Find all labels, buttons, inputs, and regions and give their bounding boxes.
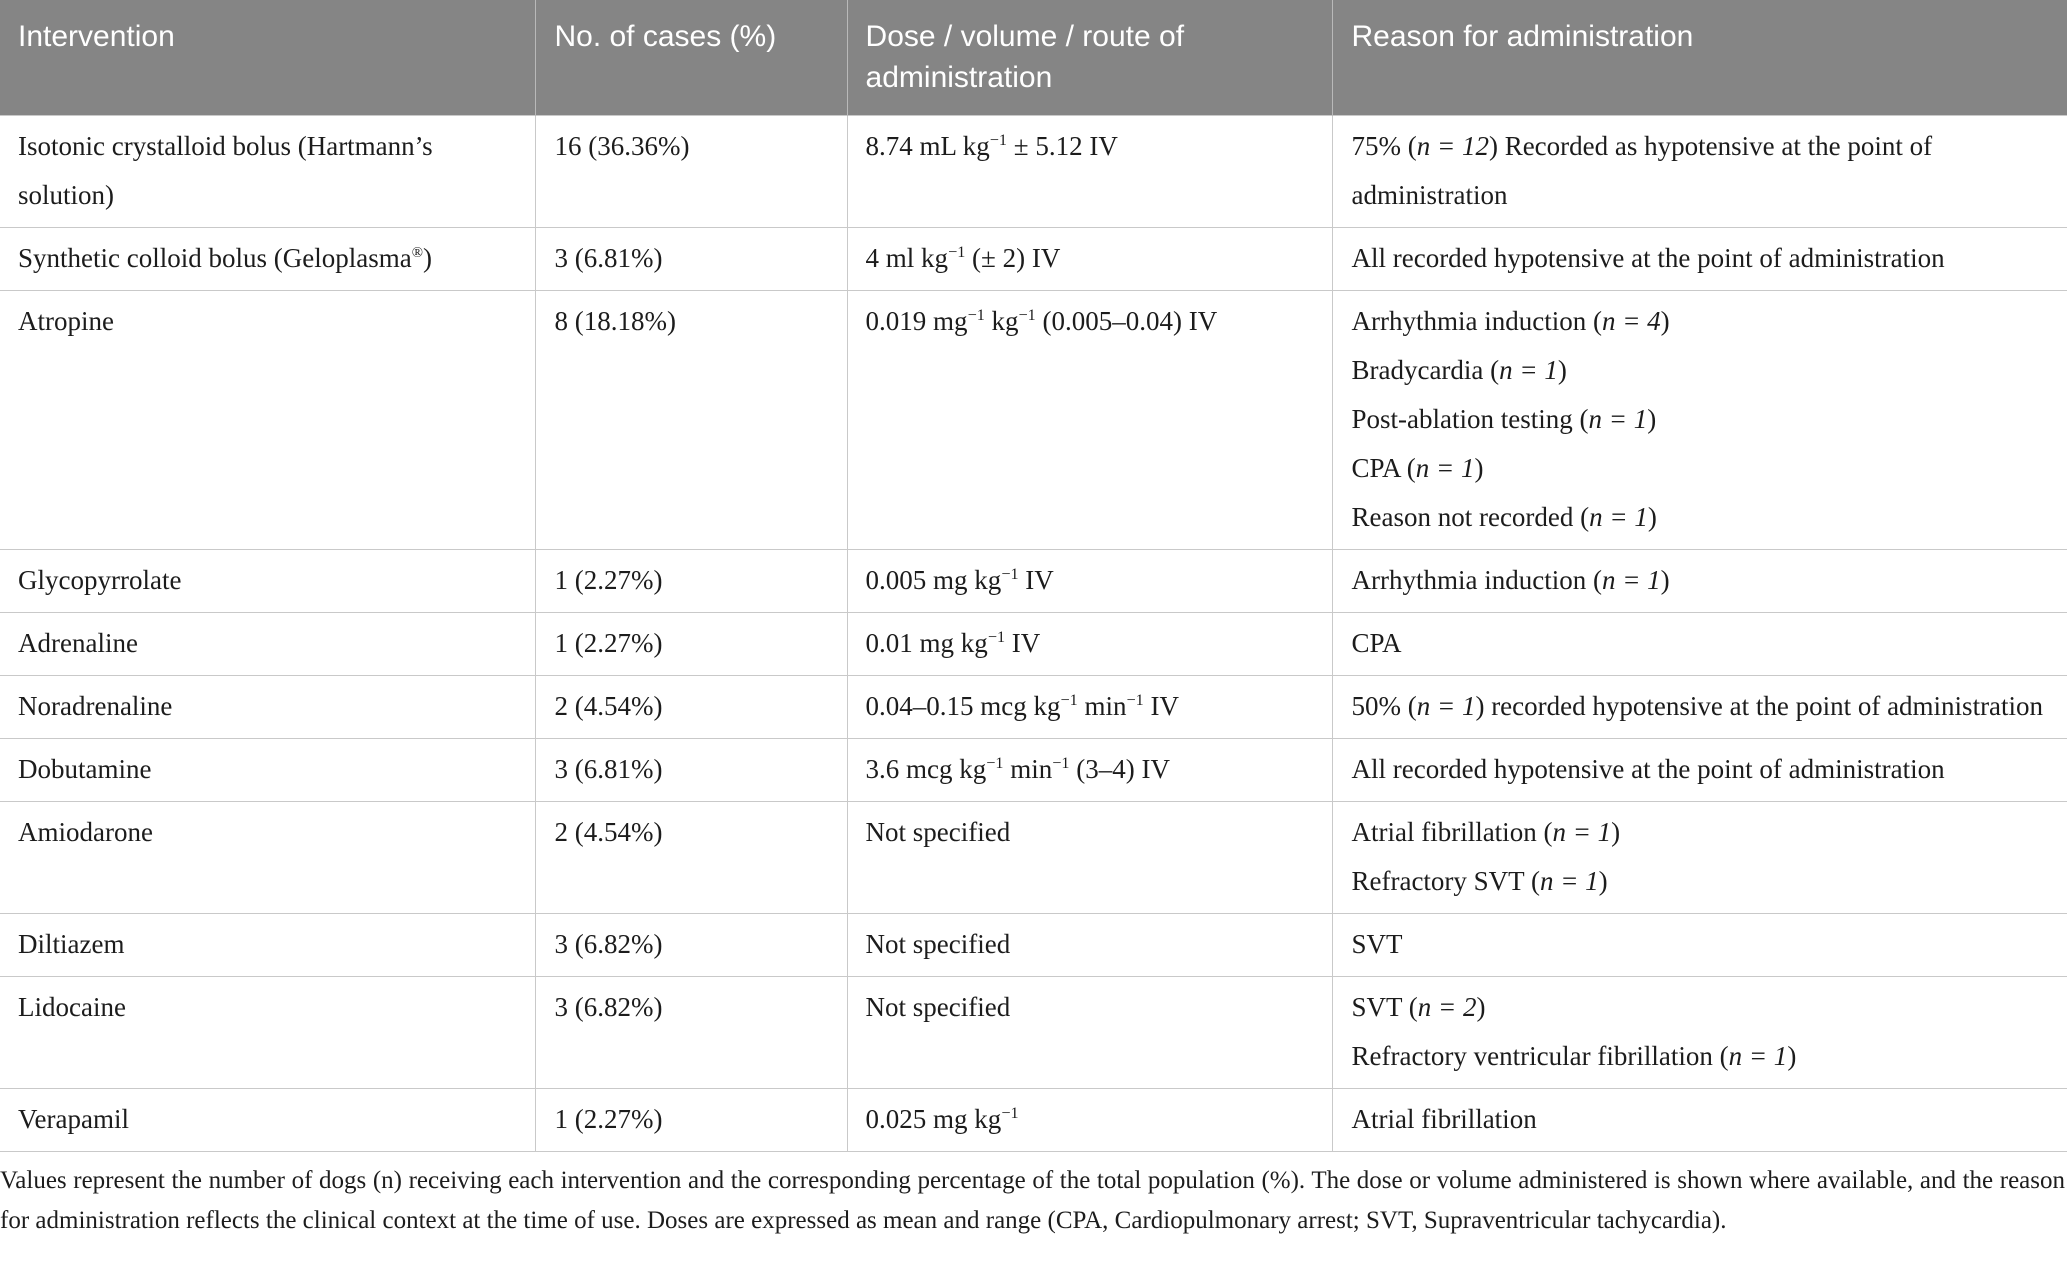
intervention-cell: Atropine xyxy=(0,289,536,549)
table-row: Glycopyrrolate 1 (2.27%) 0.005 mg kg−1 IV A… xyxy=(0,548,2067,612)
header-label: Reason for administration xyxy=(1351,20,1694,53)
table-row: Diltiazem 3 (6.82%) Not specified SVT xyxy=(0,912,2067,976)
intervention-cell: Diltiazem xyxy=(0,912,536,976)
header-row: Intervention No. of cases (%) Dose / vol… xyxy=(0,0,2067,115)
header-label: No. of cases (%) xyxy=(554,20,777,53)
reason-cell: Atrial fibrillation (n = 1) Refractory SV… xyxy=(1332,800,2067,913)
table-row: Noradrenaline 2 (4.54%) 0.04–0.15 mcg kg−1… xyxy=(0,674,2067,738)
dose-cell: 0.019 mg−1 kg−1 (0.005–0.04) IV xyxy=(846,289,1333,549)
table-row: Lidocaine 3 (6.82%) Not specified SVT (n = … xyxy=(0,975,2067,1088)
dose-cell: 4 ml kg−1 (± 2) IV xyxy=(846,226,1333,290)
table-row: Isotonic crystalloid bolus (Hartmann’s s… xyxy=(0,114,2067,227)
cases-cell: 1 (2.27%) xyxy=(535,611,848,675)
cases-cell: 8 (18.18%) xyxy=(535,289,848,549)
header-dose: Dose / volume / route of administration xyxy=(846,0,1333,115)
dose-cell: 0.005 mg kg−1 IV xyxy=(846,548,1333,612)
header-reason: Reason for administration xyxy=(1332,0,2067,115)
reason-cell: 50% (n = 1) recorded hypotensive at the … xyxy=(1332,674,2067,738)
reason-cell: Arrhythmia induction (n = 1) xyxy=(1332,548,2067,612)
table-footnote: Values represent the number of dogs (n) … xyxy=(0,1166,2065,1234)
cases-cell: 3 (6.82%) xyxy=(535,975,848,1088)
dose-cell: 0.025 mg kg−1 xyxy=(846,1087,1333,1152)
dose-cell: Not specified xyxy=(846,975,1333,1088)
table-body: Isotonic crystalloid bolus (Hartmann’s s… xyxy=(0,114,2067,1152)
reason-cell: Atrial fibrillation xyxy=(1332,1087,2067,1152)
intervention-cell: Dobutamine xyxy=(0,737,536,801)
cases-cell: 3 (6.81%) xyxy=(535,737,848,801)
table-row: Verapamil 1 (2.27%) 0.025 mg kg−1 Atrial fi… xyxy=(0,1087,2067,1152)
intervention-cell: Amiodarone xyxy=(0,800,536,913)
header-intervention: Intervention xyxy=(0,0,536,115)
cases-cell: 2 (4.54%) xyxy=(535,800,848,913)
reason-cell: SVT (n = 2) Refractory ventricular fibril… xyxy=(1332,975,2067,1088)
cases-cell: 1 (2.27%) xyxy=(535,1087,848,1152)
reason-cell: CPA xyxy=(1332,611,2067,675)
intervention-cell: Synthetic colloid bolus (Geloplasma®) xyxy=(0,226,536,290)
dose-cell: 0.01 mg kg−1 IV xyxy=(846,611,1333,675)
reason-cell: Arrhythmia induction (n = 4) Bradycardia … xyxy=(1332,289,2067,549)
cases-cell: 1 (2.27%) xyxy=(535,548,848,612)
dose-cell: 0.04–0.15 mcg kg−1 min−1 IV xyxy=(846,674,1333,738)
cases-cell: 3 (6.81%) xyxy=(535,226,848,290)
table-row: Amiodarone 2 (4.54%) Not specified Atrial f… xyxy=(0,800,2067,913)
intervention-cell: Noradrenaline xyxy=(0,674,536,738)
table-row: Dobutamine 3 (6.81%) 3.6 mcg kg−1 min−1 (3… xyxy=(0,737,2067,801)
header-label: Intervention xyxy=(18,20,175,53)
table-row: Atropine 8 (18.18%) 0.019 mg−1 kg−1 (0.005… xyxy=(0,289,2067,549)
intervention-cell: Isotonic crystalloid bolus (Hartmann’s s… xyxy=(0,114,536,227)
intervention-cell: Adrenaline xyxy=(0,611,536,675)
interventions-table: Intervention No. of cases (%) Dose / vol… xyxy=(0,0,2067,1152)
reason-cell: SVT xyxy=(1332,912,2067,976)
cases-cell: 2 (4.54%) xyxy=(535,674,848,738)
reason-cell: All recorded hypotensive at the point of… xyxy=(1332,737,2067,801)
intervention-cell: Lidocaine xyxy=(0,975,536,1088)
cases-cell: 3 (6.82%) xyxy=(535,912,848,976)
table-header: Intervention No. of cases (%) Dose / vol… xyxy=(0,0,2067,115)
intervention-cell: Glycopyrrolate xyxy=(0,548,536,612)
dose-cell: Not specified xyxy=(846,912,1333,976)
reason-cell: All recorded hypotensive at the point of… xyxy=(1332,226,2067,290)
dose-cell: 8.74 mL kg−1 ± 5.12 IV xyxy=(846,114,1333,227)
cases-cell: 16 (36.36%) xyxy=(535,114,848,227)
header-label: Dose / volume / route of administration xyxy=(865,20,1185,95)
intervention-cell: Verapamil xyxy=(0,1087,536,1152)
dose-cell: Not specified xyxy=(846,800,1333,913)
table-row: Synthetic colloid bolus (Geloplasma®) 3 (… xyxy=(0,226,2067,290)
table-row: Adrenaline 1 (2.27%) 0.01 mg kg−1 IV CPA xyxy=(0,611,2067,675)
reason-cell: 75% (n = 12) Recorded as hypotensive at … xyxy=(1332,114,2067,227)
dose-cell: 3.6 mcg kg−1 min−1 (3–4) IV xyxy=(846,737,1333,801)
header-cases: No. of cases (%) xyxy=(535,0,848,115)
